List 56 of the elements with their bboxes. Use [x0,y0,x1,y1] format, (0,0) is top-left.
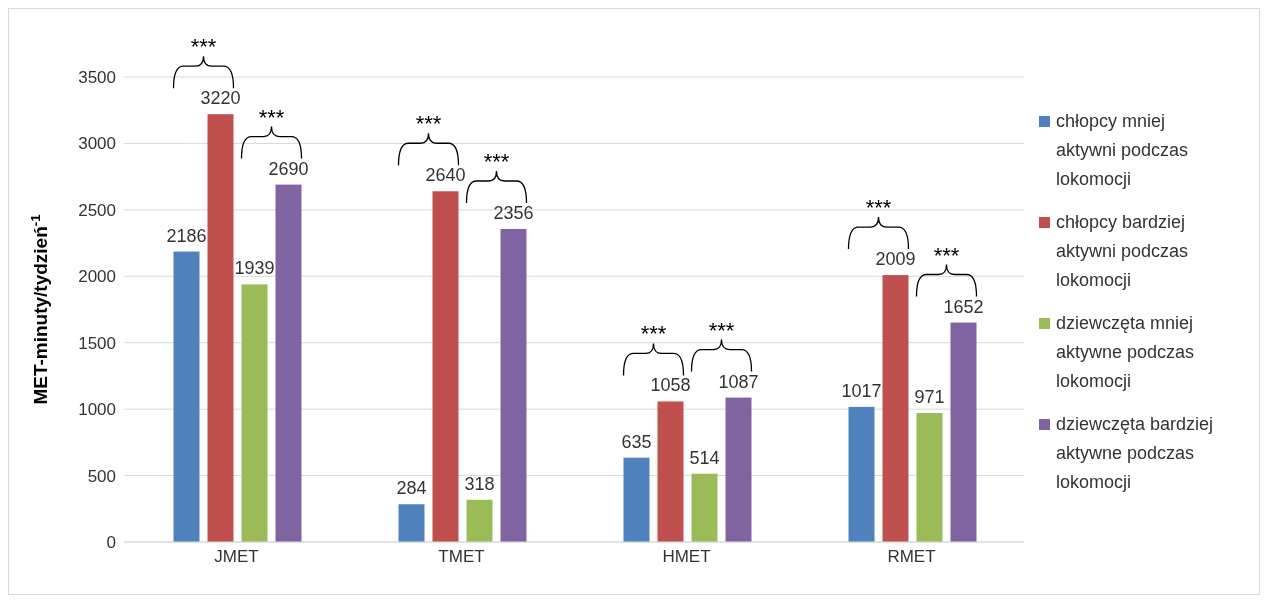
y-tick-label: 3000 [78,133,116,153]
annotation: *** [640,320,667,346]
bar [207,113,234,542]
y-tick-label: 1000 [78,399,116,419]
bar [275,184,302,542]
legend-label: chłopcy bardziej aktywni podczas lokomocji [1056,210,1190,292]
annotation: *** [483,148,510,174]
data-label: 971 [914,386,945,407]
data-label: 2356 [493,202,534,223]
y-tick-label: 3500 [78,67,116,87]
legend-label: dziewczęta bardziej aktywne podczas lokomocji [1056,412,1215,494]
data-label: 635 [621,431,652,452]
data-label: 3220 [200,87,241,108]
data-label: 1017 [841,380,882,401]
bar [848,406,875,542]
y-tick-label: 2500 [78,200,116,220]
legend-label: dziewczęta mniej aktywne podczas lokomocji [1056,311,1196,393]
data-label: 2640 [425,164,466,185]
bar [623,457,650,542]
bar [725,397,752,542]
bar [691,473,718,542]
data-label: 2009 [875,248,916,269]
y-tick-label: 1500 [78,333,116,353]
text: *** [190,33,217,59]
x-tick-label: JMET [214,546,259,566]
y-tick-label: 0 [106,532,116,552]
bar [916,412,943,542]
data-label: 2690 [268,158,309,179]
data-label: 1058 [650,374,691,395]
data-label: 2186 [166,225,207,246]
bar [173,251,200,542]
y-tick-label: 2000 [78,266,116,286]
bar [241,283,268,542]
bar [500,228,527,542]
bar [657,400,684,542]
bar [466,499,493,542]
data-label: 1087 [718,371,759,392]
data-label: 318 [464,473,495,494]
x-tick-label: RMET [887,546,936,566]
x-tick-label: HMET [662,546,711,566]
bar [882,274,909,542]
bar [432,190,459,542]
bar [950,322,977,542]
x-tick-label: TMET [438,546,485,566]
data-label: 284 [396,477,427,498]
legend-label: chłopcy mniej aktywni podczas lokomocji [1056,109,1190,191]
annotation: *** [933,242,960,268]
annotation: *** [415,110,442,136]
data-label: 1939 [234,257,275,278]
data-label: 1652 [943,296,984,317]
bar [398,503,425,542]
data-label: 514 [689,447,720,468]
annotation: *** [708,317,735,343]
annotation: *** [865,194,892,220]
annotation: *** [258,104,285,130]
y-tick-label: 500 [87,466,116,486]
